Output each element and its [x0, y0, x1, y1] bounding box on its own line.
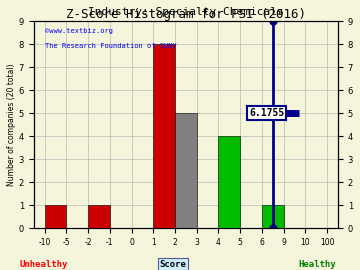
Bar: [262, 205, 284, 228]
Text: 6.1755: 6.1755: [249, 108, 284, 118]
Text: The Research Foundation of SUNY: The Research Foundation of SUNY: [45, 43, 176, 49]
Title: Z-Score Histogram for FSI (2016): Z-Score Histogram for FSI (2016): [66, 8, 306, 21]
Text: Unhealthy: Unhealthy: [19, 260, 67, 269]
Bar: [175, 113, 197, 228]
Text: ©www.textbiz.org: ©www.textbiz.org: [45, 28, 113, 34]
Bar: [153, 44, 175, 228]
Text: Industry: Specialty Chemicals: Industry: Specialty Chemicals: [88, 7, 284, 17]
Bar: [88, 205, 110, 228]
Y-axis label: Number of companies (20 total): Number of companies (20 total): [7, 63, 16, 186]
Text: Score: Score: [159, 260, 186, 269]
Text: Healthy: Healthy: [298, 260, 336, 269]
Bar: [45, 205, 66, 228]
Bar: [219, 136, 240, 228]
